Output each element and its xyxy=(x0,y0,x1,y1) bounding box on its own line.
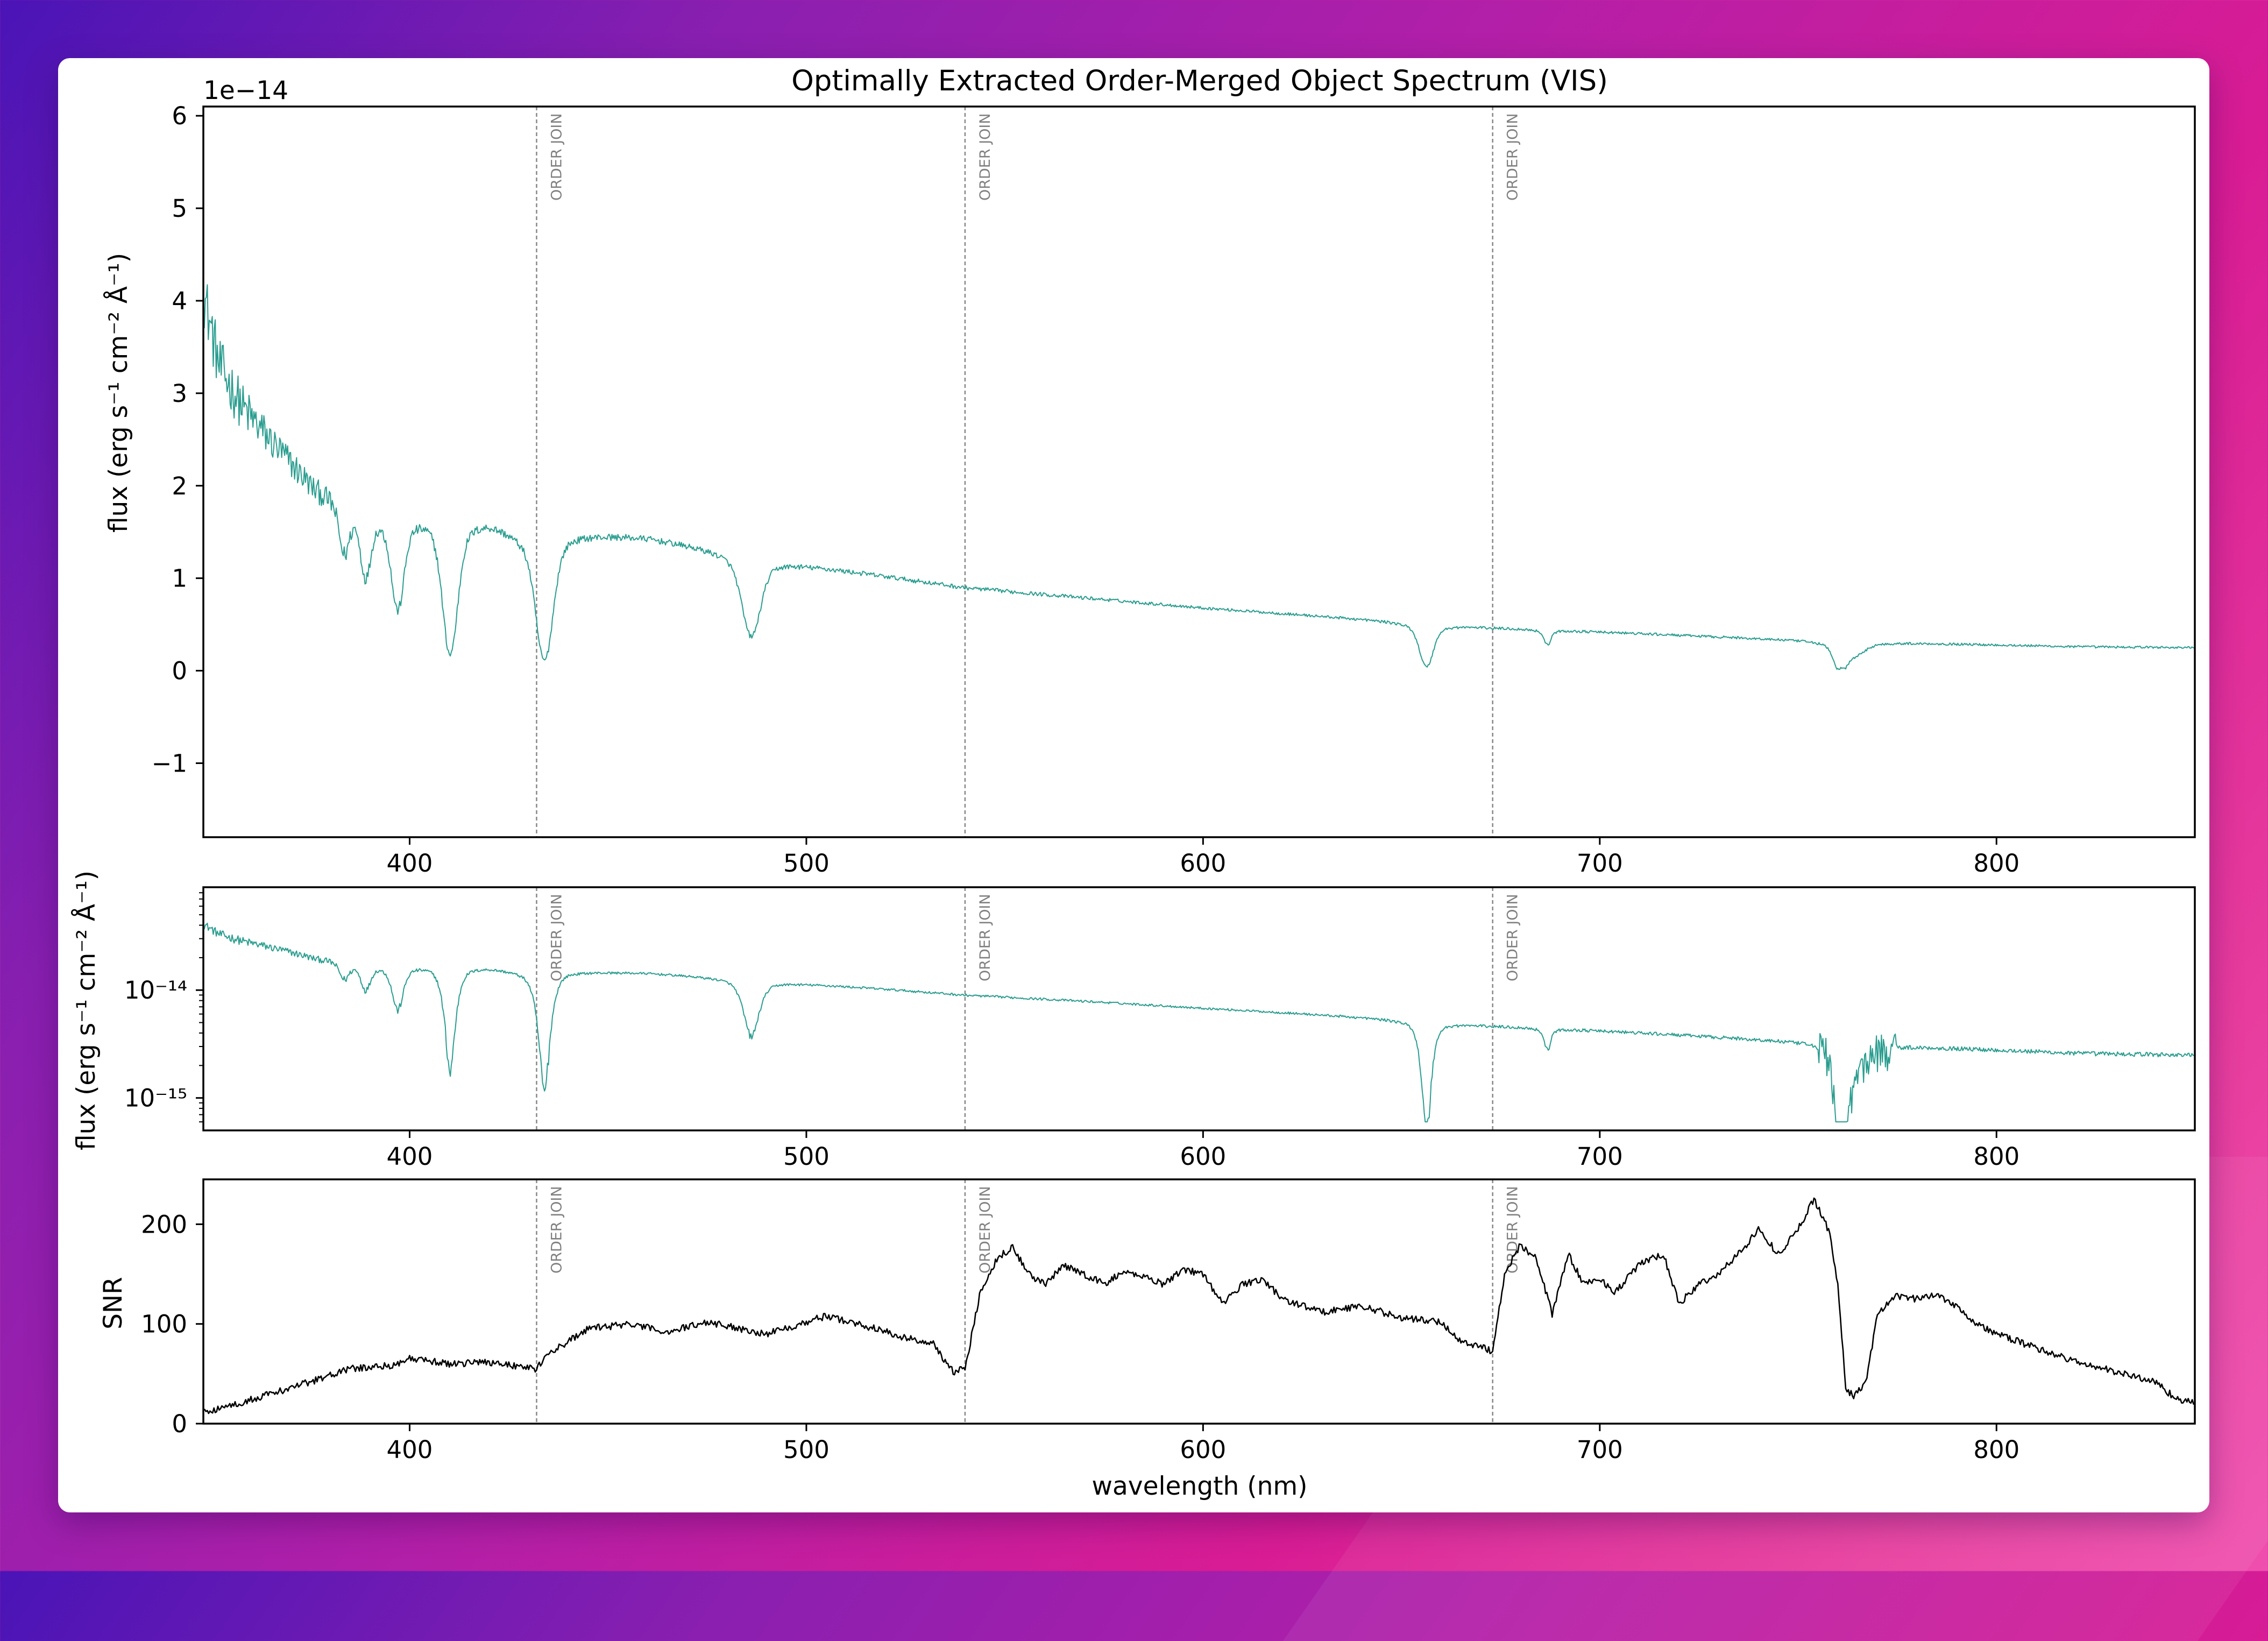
y-tick-label: 5 xyxy=(172,194,187,223)
y-axis-label-snr: SNR xyxy=(98,1277,128,1329)
x-tick-label: 500 xyxy=(783,1435,830,1464)
x-tick-label: 500 xyxy=(783,1142,830,1171)
y-axis-label-log: flux (erg s⁻¹ cm⁻² Å⁻¹) xyxy=(72,871,101,1150)
axes-frame xyxy=(202,105,2196,838)
x-tick-label: 600 xyxy=(1180,1435,1226,1464)
log-flux-panel: ORDER JOIN ORDER JOIN ORDER JOIN 400 500 600 7… xyxy=(124,886,2196,1171)
y-tick-label: 6 xyxy=(172,102,187,130)
y-tick-label: 1 xyxy=(172,564,187,593)
order-join-label: ORDER JOIN xyxy=(977,1186,994,1274)
y-tick-label: 4 xyxy=(172,287,187,315)
order-join-label: ORDER JOIN xyxy=(977,113,994,201)
y-tick-label: 200 xyxy=(141,1210,187,1239)
x-tick-label: 600 xyxy=(1180,1142,1226,1171)
x-tick-label: 800 xyxy=(1973,1435,2019,1464)
axes-frame xyxy=(202,886,2196,1131)
order-join-label: ORDER JOIN xyxy=(548,1186,565,1274)
x-tick-label: 500 xyxy=(783,849,830,878)
x-tick-label: 600 xyxy=(1180,849,1226,878)
spectrum-figure: Optimally Extracted Order-Merged Object … xyxy=(72,65,2196,1501)
order-join-label: ORDER JOIN xyxy=(1505,113,1521,201)
x-axis-label: wavelength (nm) xyxy=(1092,1472,1308,1501)
x-tick-label: 400 xyxy=(387,849,433,878)
x-tick-label: 400 xyxy=(387,1435,433,1464)
order-join-label: ORDER JOIN xyxy=(548,894,565,981)
series-line xyxy=(203,922,2195,1123)
y-tick-label: 0 xyxy=(172,657,187,685)
axes-frame xyxy=(202,1178,2196,1425)
y-tick-label: −1 xyxy=(152,749,187,777)
order-join-label: ORDER JOIN xyxy=(977,894,994,981)
y-tick-label: 100 xyxy=(141,1310,187,1339)
x-tick-label: 700 xyxy=(1577,849,1623,878)
series-line xyxy=(203,1197,2195,1414)
chart-title: Optimally Extracted Order-Merged Object … xyxy=(791,65,1608,97)
order-join-label: ORDER JOIN xyxy=(548,113,565,201)
order-join-label: ORDER JOIN xyxy=(1505,1186,1521,1274)
y-tick-label: 0 xyxy=(172,1410,187,1438)
y-tick-label: 10⁻¹⁴ xyxy=(124,976,187,1005)
x-tick-label: 700 xyxy=(1577,1142,1623,1171)
y-tick-label: 10⁻¹⁵ xyxy=(124,1084,187,1113)
y-offset-label: 1e−14 xyxy=(203,76,288,105)
y-axis-label-linear: flux (erg s⁻¹ cm⁻² Å⁻¹) xyxy=(104,253,133,533)
x-tick-label: 800 xyxy=(1973,849,2019,878)
x-tick-label: 800 xyxy=(1973,1142,2019,1171)
y-tick-label: 2 xyxy=(172,472,187,500)
x-tick-label: 700 xyxy=(1577,1435,1623,1464)
snr-panel: ORDER JOIN ORDER JOIN ORDER JOIN 400 500 600 7… xyxy=(141,1178,2196,1464)
figure-card xyxy=(58,58,2209,1512)
y-tick-label: 3 xyxy=(172,379,187,408)
order-join-label: ORDER JOIN xyxy=(1505,894,1521,981)
x-tick-label: 400 xyxy=(387,1142,433,1171)
series-line xyxy=(203,284,2195,670)
linear-flux-panel: ORDER JOIN ORDER JOIN ORDER JOIN 400 500 600 7… xyxy=(152,102,2196,878)
